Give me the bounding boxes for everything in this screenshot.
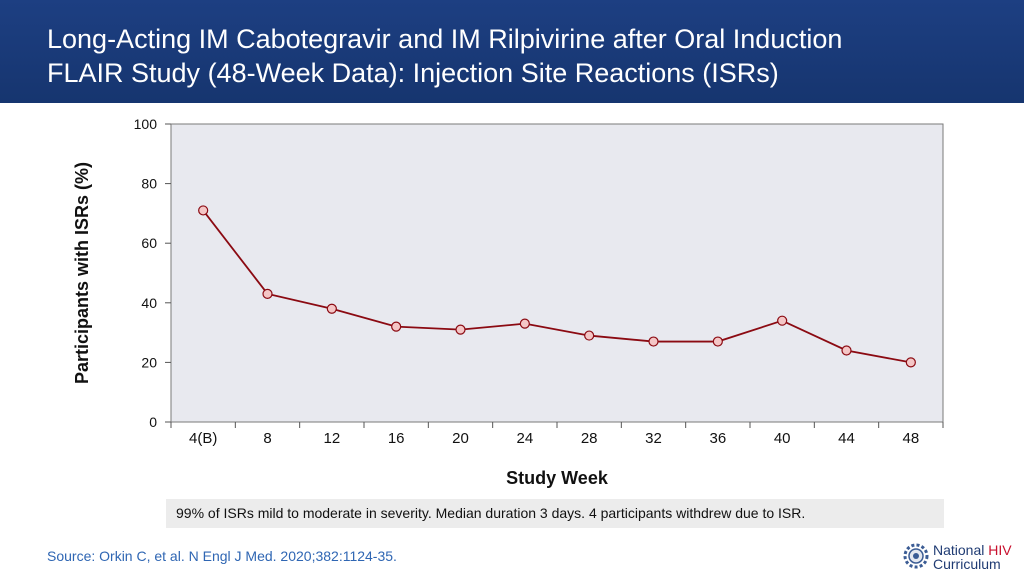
data-point — [905, 357, 916, 368]
data-point — [777, 315, 788, 326]
x-tick-label: 36 — [709, 430, 726, 447]
x-tick-label: 4(B) — [189, 430, 217, 447]
logo-word-hiv: HIV — [988, 542, 1012, 558]
x-tick-label: 16 — [388, 430, 405, 447]
data-point — [648, 336, 659, 347]
x-tick-label: 12 — [323, 430, 340, 447]
logo-word-national: National — [933, 542, 985, 558]
y-tick-label: 80 — [141, 176, 157, 192]
plot-area — [170, 123, 944, 423]
national-hiv-curriculum-logo: National HIV Curriculum — [903, 542, 1021, 572]
y-tick-label: 40 — [141, 295, 157, 311]
y-tick-label: 100 — [134, 116, 158, 132]
data-point — [584, 330, 595, 341]
footnote-box: 99% of ISRs mild to moderate in severity… — [166, 499, 944, 528]
data-point — [326, 303, 337, 314]
slide-title-line-1: Long-Acting IM Cabotegravir and IM Rilpi… — [47, 24, 843, 54]
x-tick-label: 28 — [581, 430, 598, 447]
data-point — [712, 336, 723, 347]
logo-word-curriculum: Curriculum — [933, 556, 1001, 572]
x-tick-label: 48 — [902, 430, 919, 447]
y-tick-label: 20 — [141, 354, 157, 370]
y-tick-label: 60 — [141, 235, 157, 251]
series-line — [202, 209, 911, 364]
slide-title-line-2: FLAIR Study (48-Week Data): Injection Si… — [47, 58, 779, 88]
isr-line-chart: 0 20 40 60 80 100 4(B) 8 12 16 20 24 28 32 36 40 44 48 Stu… — [72, 116, 944, 488]
y-axis-label: Participants with ISRs (%) — [72, 162, 92, 384]
x-tick-label: 40 — [774, 430, 791, 447]
x-tick-label: 44 — [838, 430, 855, 447]
x-tick-label: 24 — [516, 430, 533, 447]
data-point — [262, 288, 273, 299]
data-point — [455, 324, 466, 335]
y-tick-label: 0 — [149, 414, 157, 430]
data-point — [391, 321, 402, 332]
x-tick-label: 32 — [645, 430, 662, 447]
x-tick-label: 20 — [452, 430, 469, 447]
data-point — [198, 205, 209, 216]
data-point — [519, 318, 530, 329]
gear-logo-icon — [903, 543, 929, 569]
x-axis-label: Study Week — [506, 468, 609, 488]
source-citation: Source: Orkin C, et al. N Engl J Med. 20… — [47, 548, 397, 564]
slide-header: Long-Acting IM Cabotegravir and IM Rilpi… — [0, 0, 1024, 103]
data-point — [841, 345, 852, 356]
x-tick-label: 8 — [263, 430, 271, 447]
